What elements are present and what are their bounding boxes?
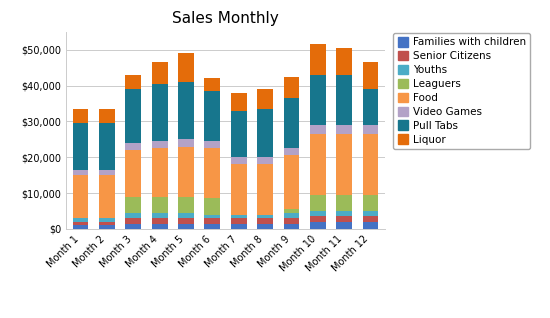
- Bar: [152, 62, 168, 84]
- Bar: [336, 222, 352, 229]
- Bar: [257, 109, 273, 157]
- Bar: [257, 218, 273, 224]
- Bar: [362, 222, 378, 229]
- Bar: [231, 224, 246, 229]
- Bar: [231, 218, 246, 224]
- Bar: [257, 89, 273, 109]
- Bar: [362, 217, 378, 222]
- Bar: [336, 195, 352, 211]
- Bar: [73, 218, 89, 222]
- Bar: [336, 134, 352, 195]
- Bar: [231, 215, 246, 218]
- Bar: [257, 224, 273, 229]
- Bar: [283, 98, 299, 148]
- Bar: [205, 218, 220, 224]
- Bar: [257, 215, 273, 218]
- Bar: [310, 211, 326, 217]
- Bar: [125, 75, 141, 89]
- Bar: [125, 89, 141, 143]
- Bar: [152, 213, 168, 218]
- Bar: [310, 217, 326, 222]
- Bar: [336, 125, 352, 134]
- Legend: Families with children, Senior Citizens, Youths, Leaguers, Food, Video Games, Pu: Families with children, Senior Citizens,…: [393, 33, 531, 149]
- Bar: [362, 195, 378, 211]
- Bar: [283, 77, 299, 98]
- Title: Sales Monthly: Sales Monthly: [172, 11, 279, 26]
- Bar: [178, 82, 194, 139]
- Bar: [310, 222, 326, 229]
- Bar: [125, 150, 141, 197]
- Bar: [178, 53, 194, 82]
- Bar: [205, 148, 220, 198]
- Bar: [99, 175, 115, 218]
- Bar: [125, 143, 141, 150]
- Bar: [336, 48, 352, 75]
- Bar: [336, 217, 352, 222]
- Bar: [231, 157, 246, 164]
- Bar: [178, 197, 194, 213]
- Bar: [205, 91, 220, 141]
- Bar: [205, 224, 220, 229]
- Bar: [336, 75, 352, 125]
- Bar: [99, 218, 115, 222]
- Bar: [73, 123, 89, 170]
- Bar: [73, 222, 89, 225]
- Bar: [178, 218, 194, 224]
- Bar: [283, 224, 299, 229]
- Bar: [125, 213, 141, 218]
- Bar: [362, 62, 378, 89]
- Bar: [73, 175, 89, 218]
- Bar: [178, 147, 194, 197]
- Bar: [178, 224, 194, 229]
- Bar: [310, 44, 326, 75]
- Bar: [205, 141, 220, 148]
- Bar: [283, 209, 299, 213]
- Bar: [152, 84, 168, 141]
- Bar: [231, 111, 246, 157]
- Bar: [362, 89, 378, 125]
- Bar: [362, 211, 378, 217]
- Bar: [310, 125, 326, 134]
- Bar: [125, 197, 141, 213]
- Bar: [125, 218, 141, 224]
- Bar: [152, 218, 168, 224]
- Bar: [205, 79, 220, 91]
- Bar: [283, 156, 299, 209]
- Bar: [283, 218, 299, 224]
- Bar: [99, 109, 115, 123]
- Bar: [178, 213, 194, 218]
- Bar: [152, 148, 168, 197]
- Bar: [205, 198, 220, 215]
- Bar: [152, 224, 168, 229]
- Bar: [257, 157, 273, 164]
- Bar: [362, 134, 378, 195]
- Bar: [73, 225, 89, 229]
- Bar: [231, 164, 246, 215]
- Bar: [336, 211, 352, 217]
- Bar: [178, 139, 194, 147]
- Bar: [310, 134, 326, 195]
- Bar: [152, 141, 168, 148]
- Bar: [152, 197, 168, 213]
- Bar: [99, 222, 115, 225]
- Bar: [310, 75, 326, 125]
- Bar: [362, 125, 378, 134]
- Bar: [73, 109, 89, 123]
- Bar: [257, 164, 273, 215]
- Bar: [310, 195, 326, 211]
- Bar: [73, 170, 89, 175]
- Bar: [125, 224, 141, 229]
- Bar: [283, 213, 299, 218]
- Bar: [99, 123, 115, 170]
- Bar: [99, 225, 115, 229]
- Bar: [283, 148, 299, 156]
- Bar: [205, 215, 220, 218]
- Bar: [99, 170, 115, 175]
- Bar: [231, 93, 246, 111]
